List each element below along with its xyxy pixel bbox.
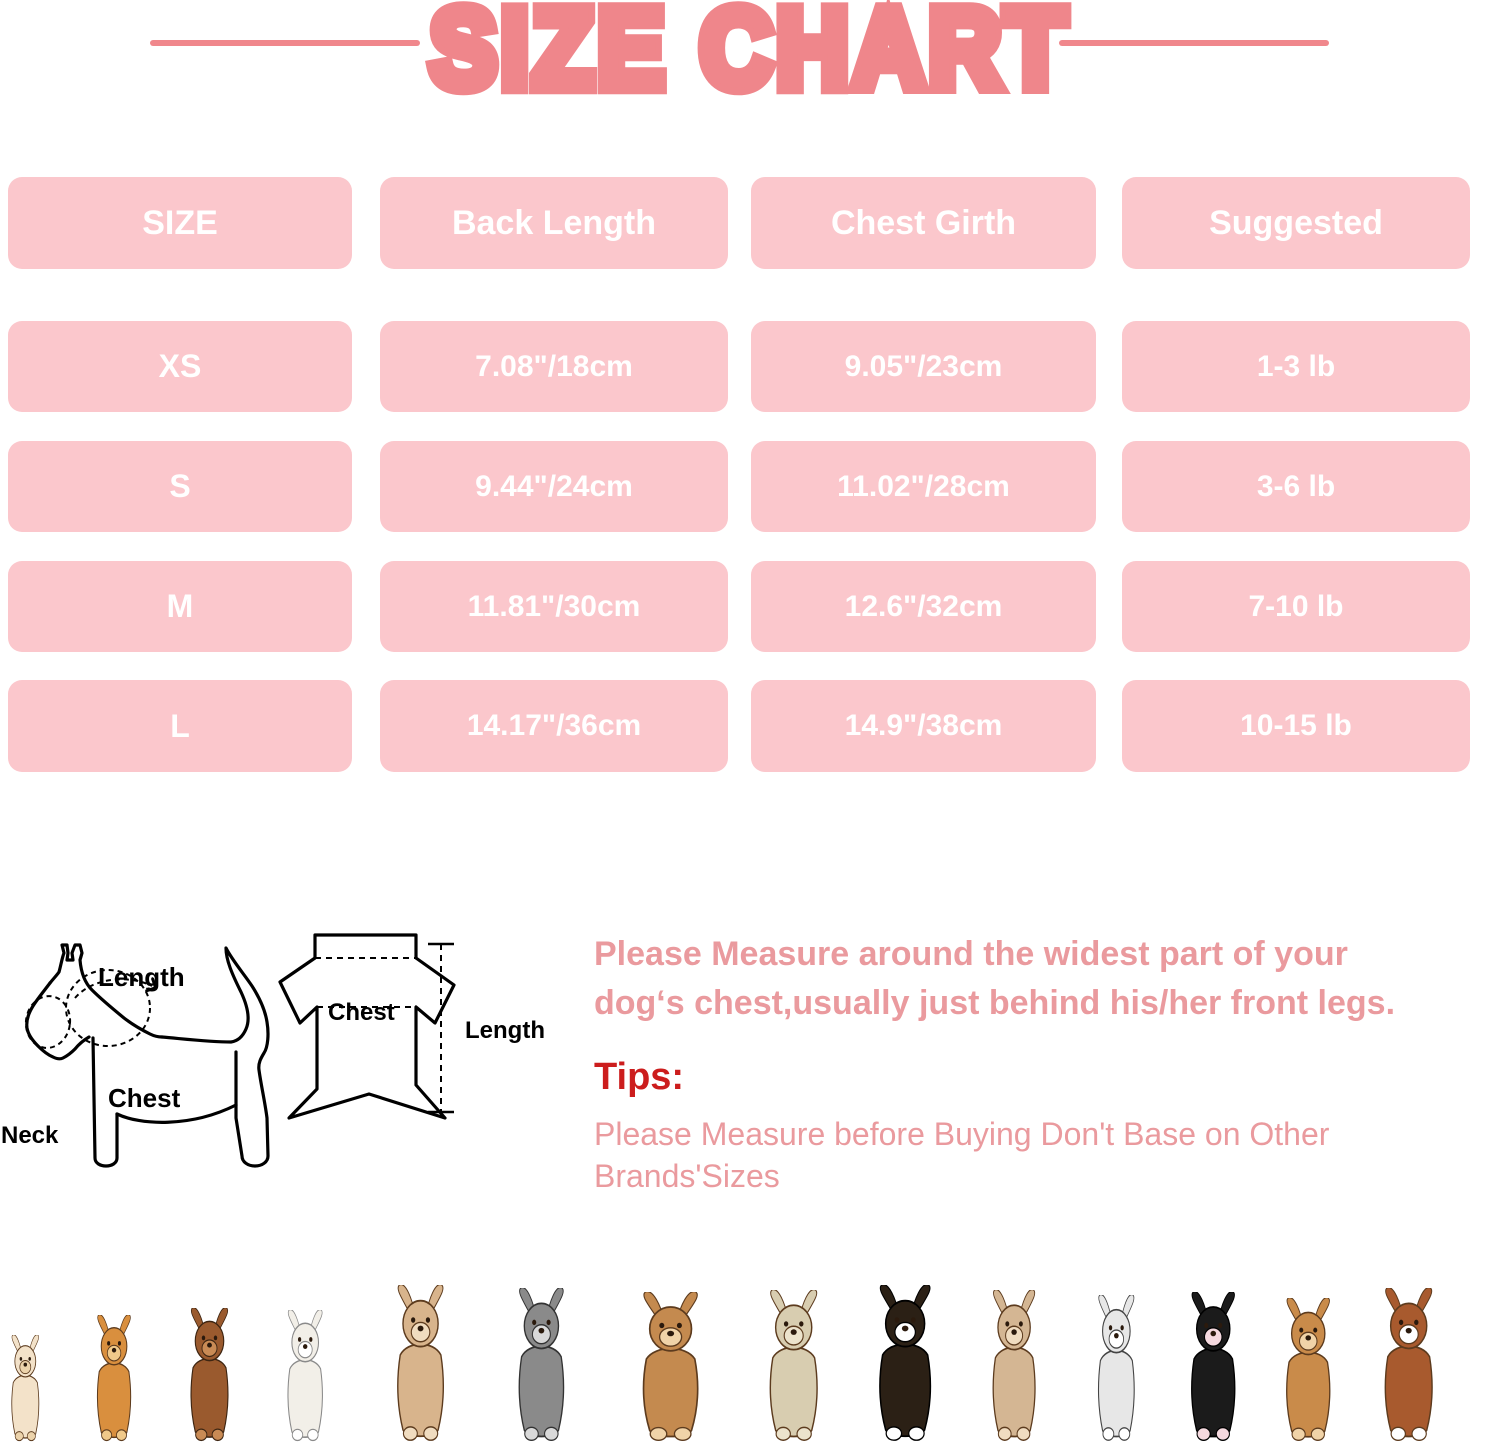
svg-text:Chest: Chest — [328, 999, 395, 1026]
svg-text:Length: Length — [465, 1017, 545, 1044]
